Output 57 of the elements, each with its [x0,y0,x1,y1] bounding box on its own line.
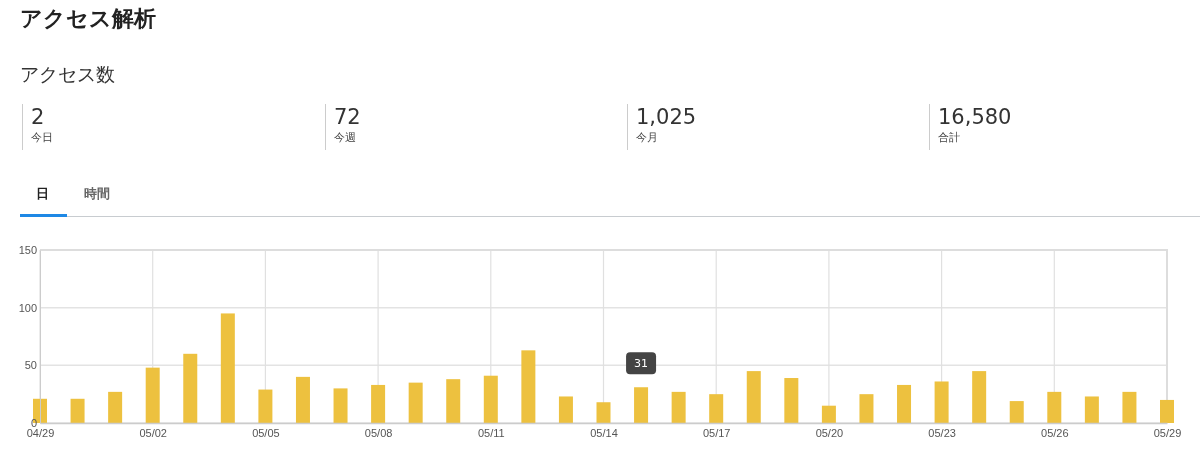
text: 2 [31,104,46,130]
bar [634,387,649,423]
text: 今月 [636,130,659,145]
bar [1084,396,1099,423]
x-tick-label: 05/02 [139,426,167,439]
bar [483,375,498,423]
bar [70,398,85,423]
annotation: 31 [634,357,649,371]
x-tick-label: 05/26 [1041,426,1069,439]
x-tick-label: 05/05 [252,426,280,439]
y-tick-label: 50 [24,359,37,372]
bar [446,379,461,423]
text: 合計 [938,130,961,145]
bar [1009,401,1024,423]
text: アクセス数 [20,62,115,87]
text: 今週 [334,130,357,145]
bar [295,376,310,423]
bar [258,389,273,423]
bar [108,391,123,423]
bar [934,381,949,423]
bar [897,384,912,423]
bar [859,394,874,423]
bar [709,394,724,423]
text: 72 [334,104,361,130]
bar [1122,391,1137,423]
y-tick-label: 150 [18,244,37,257]
x-tick-label: 05/23 [928,426,956,439]
bar [408,382,423,423]
bar [1160,399,1174,423]
text: 16,580 [938,104,1012,130]
text: 日 [36,185,49,203]
bar [145,367,160,423]
bar [972,371,987,423]
x-tick-label: 05/11 [477,426,505,439]
bar [671,391,686,423]
text: 時間 [84,185,110,203]
bar [821,405,836,423]
bar [521,350,536,423]
bar [220,313,235,423]
x-tick-label: 05/08 [364,426,393,439]
bar [558,396,573,423]
bar [784,378,799,423]
y-tick-label: 100 [18,301,37,314]
bar [746,371,761,423]
text: 1,025 [636,104,697,130]
x-tick-label: 05/17 [702,426,731,439]
text: 今日 [31,130,53,145]
x-tick-label: 05/20 [815,426,844,439]
x-tick-label: 05/29 [1153,426,1182,439]
bar [333,388,348,423]
bar [371,384,386,423]
bar [183,353,198,423]
text: アクセス解析 [20,5,156,33]
bar [596,402,611,423]
x-tick-label: 04/29 [26,426,55,439]
x-tick-label: 05/14 [590,426,618,439]
bar [1047,391,1062,423]
